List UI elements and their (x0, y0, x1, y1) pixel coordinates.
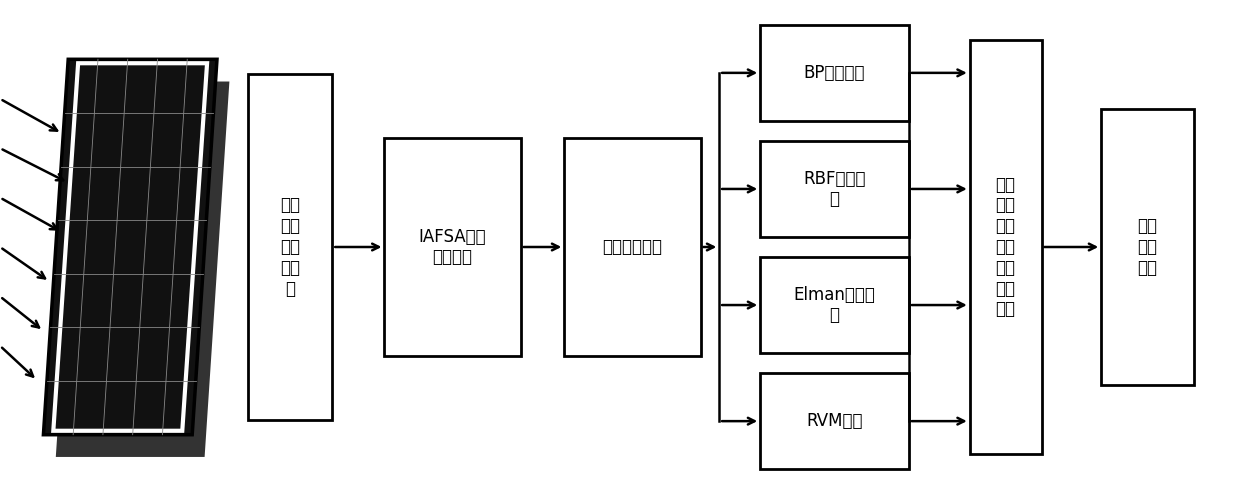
Bar (760, 373, 909, 469)
Text: Elman神经网
络: Elman神经网 络 (794, 286, 875, 325)
Bar (760, 25, 909, 121)
Bar (1101, 109, 1194, 385)
Polygon shape (43, 59, 217, 435)
Polygon shape (56, 82, 229, 457)
Text: 可编
程直
流电
子负
载: 可编 程直 流电 子负 载 (280, 197, 300, 297)
Text: 基于
证据
相似
度的
数据
融合
算法: 基于 证据 相似 度的 数据 融合 算法 (996, 175, 1016, 319)
Text: RVM算法: RVM算法 (806, 412, 863, 430)
Bar (970, 40, 1042, 454)
Text: 内部等效参数: 内部等效参数 (603, 238, 662, 256)
Bar (760, 257, 909, 353)
Bar (564, 138, 701, 356)
Text: IAFSA参数
辨识算法: IAFSA参数 辨识算法 (419, 228, 486, 266)
Bar (248, 74, 332, 420)
Text: BP神经网络: BP神经网络 (804, 64, 866, 82)
Text: RBF神经网
络: RBF神经网 络 (804, 169, 866, 208)
Text: 输出
诊断
结果: 输出 诊断 结果 (1137, 217, 1158, 277)
Bar (384, 138, 521, 356)
Bar (760, 141, 909, 237)
